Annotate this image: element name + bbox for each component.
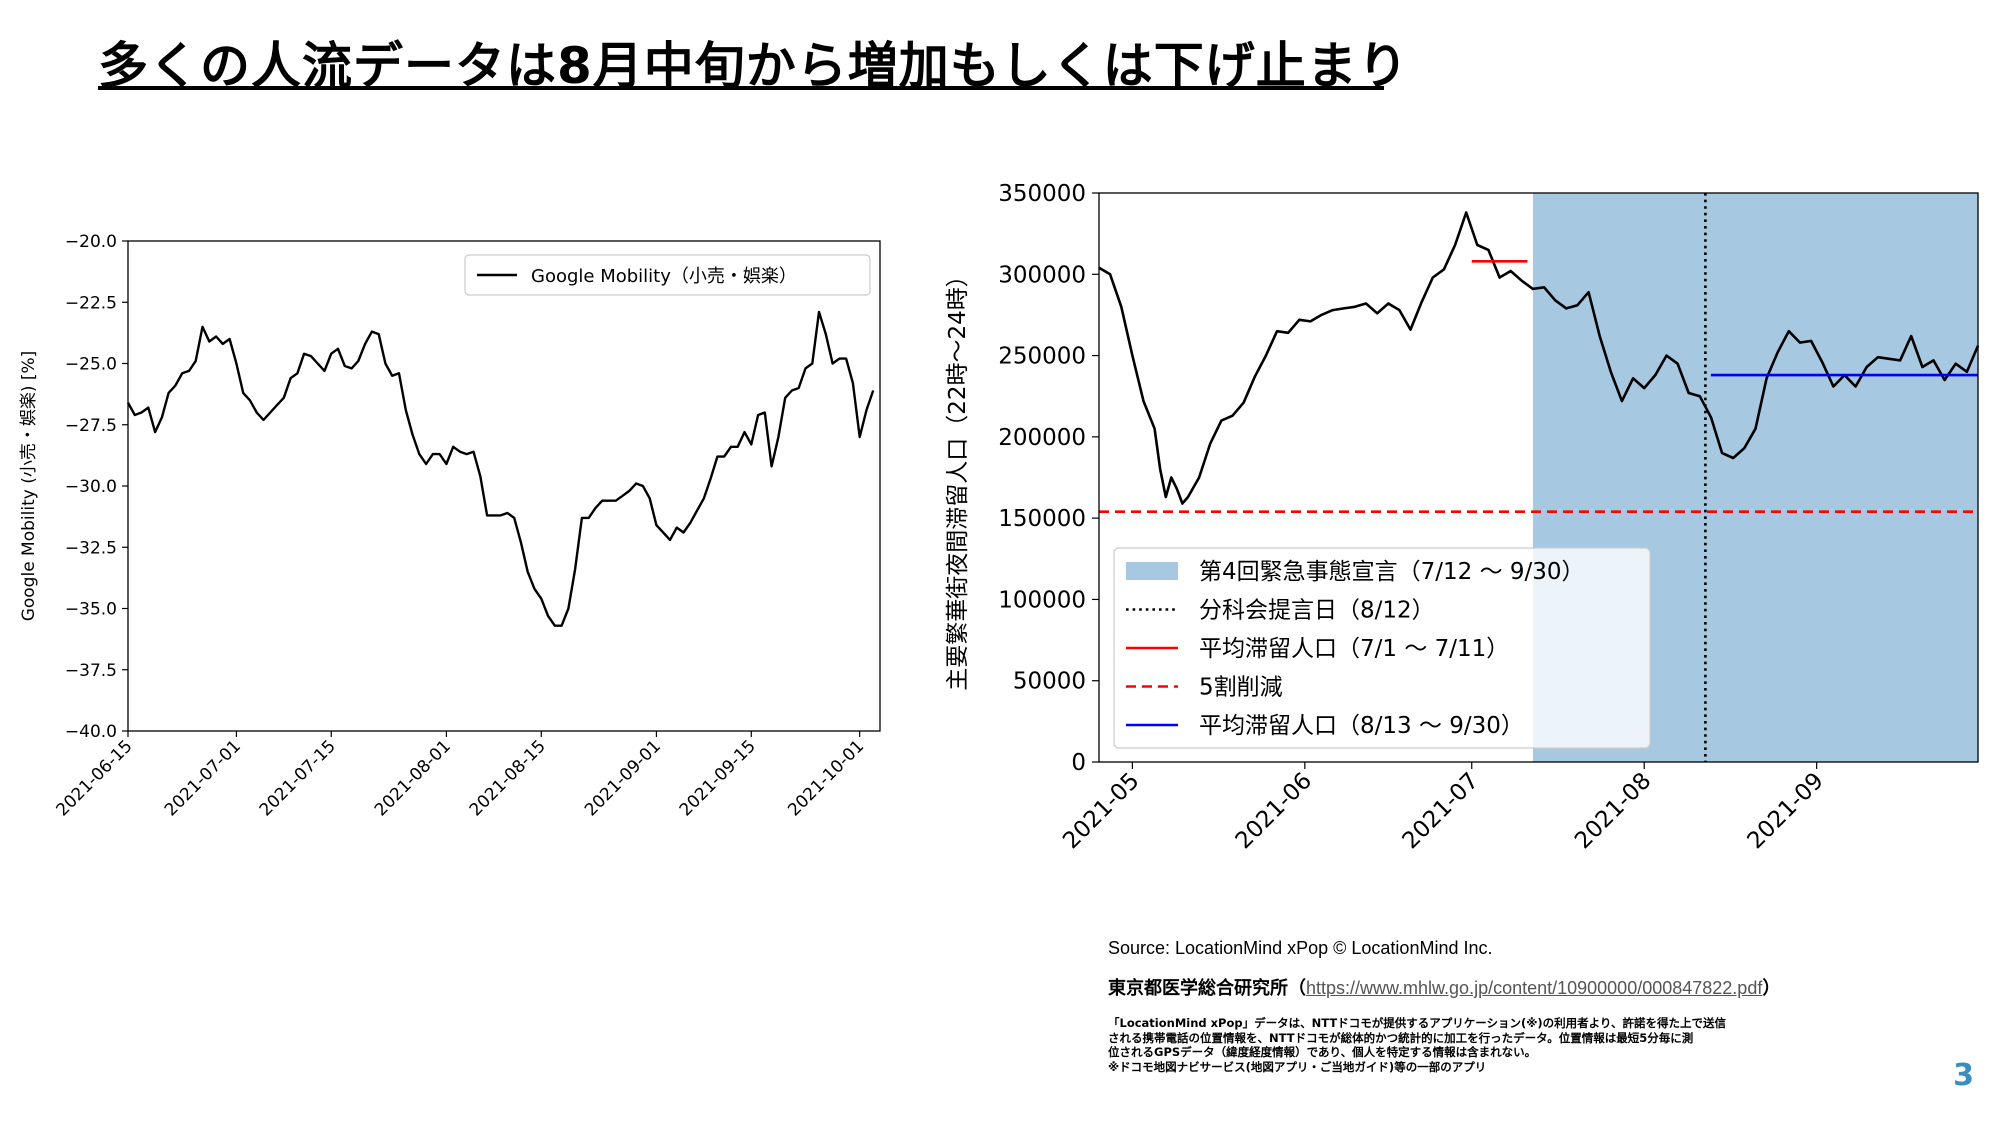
legend-entry: Google Mobility（小売・娯楽） — [531, 266, 797, 287]
legend-entry: 分科会提言日（8/12） — [1199, 598, 1435, 624]
note-line: 位されるGPSデータ（緯度経度情報）であり、個人を特定する情報は含まれない。 — [1108, 1045, 1537, 1059]
night-population-line — [1098, 211, 1980, 505]
legend-swatch-shade — [1126, 562, 1178, 580]
x-tick-label: 2021-07 — [1398, 768, 1484, 854]
page-number: 3 — [1953, 1058, 1974, 1093]
y-tick-label: 150000 — [998, 506, 1086, 532]
legend-entry: 5割削減 — [1199, 675, 1283, 701]
y-tick-label: −30.0 — [65, 477, 117, 497]
y-tick-label: −25.0 — [65, 355, 117, 375]
note-line: される携帯電話の位置情報を、NTTドコモが総体的かつ統計的に加工を行ったデータ。… — [1108, 1030, 1694, 1045]
x-tick-label: 2021-05 — [1058, 768, 1144, 854]
y-axis-label: 主要繁華街夜間滞留人口（22時〜24時） — [945, 264, 971, 691]
plot-frame — [1098, 192, 1979, 763]
y-tick-label: −22.5 — [65, 293, 117, 313]
legend-box — [1113, 547, 1651, 749]
y-tick-label: 350000 — [998, 181, 1086, 207]
legend-entry: 第4回緊急事態宣言（7/12 〜 9/30） — [1199, 559, 1585, 585]
slide-title: 多くの人流データは8月中旬から増加もしくは下げ止まり — [98, 37, 1409, 95]
y-tick-label: −37.5 — [65, 661, 117, 681]
y-tick-label: 250000 — [998, 344, 1086, 370]
x-tick-label: 2021-09 — [1743, 768, 1829, 854]
y-tick-label: −32.5 — [65, 538, 117, 558]
y-tick-label: −35.0 — [65, 600, 117, 620]
note-line: ※ドコモ地図ナビサービス(地図アプリ・ご当地ガイド)等の一部のアプリ — [1108, 1059, 1487, 1074]
institute-link[interactable]: https://www.mhlw.go.jp/content/10900000/… — [1306, 978, 1763, 998]
institute-suffix: ） — [1762, 978, 1781, 998]
y-tick-label: 50000 — [1013, 669, 1086, 695]
legend-entry: 平均滞留人口（8/13 〜 9/30） — [1199, 713, 1524, 739]
y-tick-label: −27.5 — [65, 416, 117, 436]
y-axis-label: Google Mobility (小売・娯楽) [%] — [19, 351, 39, 622]
y-tick-label: −20.0 — [65, 232, 117, 252]
y-tick-label: 0 — [1071, 750, 1086, 776]
y-tick-label: 100000 — [998, 587, 1086, 613]
source-line: Source: LocationMind xPop © LocationMind… — [1108, 938, 1493, 958]
institute-prefix: 東京都医学総合研究所（ — [1108, 978, 1306, 998]
y-tick-label: 300000 — [998, 262, 1086, 288]
y-tick-label: 200000 — [998, 425, 1086, 451]
note-line: 「LocationMind xPop」データは、NTTドコモが提供するアプリケー… — [1108, 1016, 1726, 1030]
y-tick-label: −40.0 — [65, 722, 117, 742]
institute-line: 東京都医学総合研究所（https://www.mhlw.go.jp/conten… — [1108, 974, 1780, 1000]
legend-box — [464, 254, 871, 296]
legend-entry: 平均滞留人口（7/1 〜 7/11） — [1199, 636, 1509, 662]
x-tick-label: 2021-06 — [1231, 768, 1317, 854]
data-notes: 「LocationMind xPop」データは、NTTドコモが提供するアプリケー… — [1108, 1016, 1868, 1074]
mobility-series-line — [126, 310, 875, 627]
title-underline — [98, 86, 1384, 90]
x-tick-label: 2021-08 — [1570, 768, 1656, 854]
